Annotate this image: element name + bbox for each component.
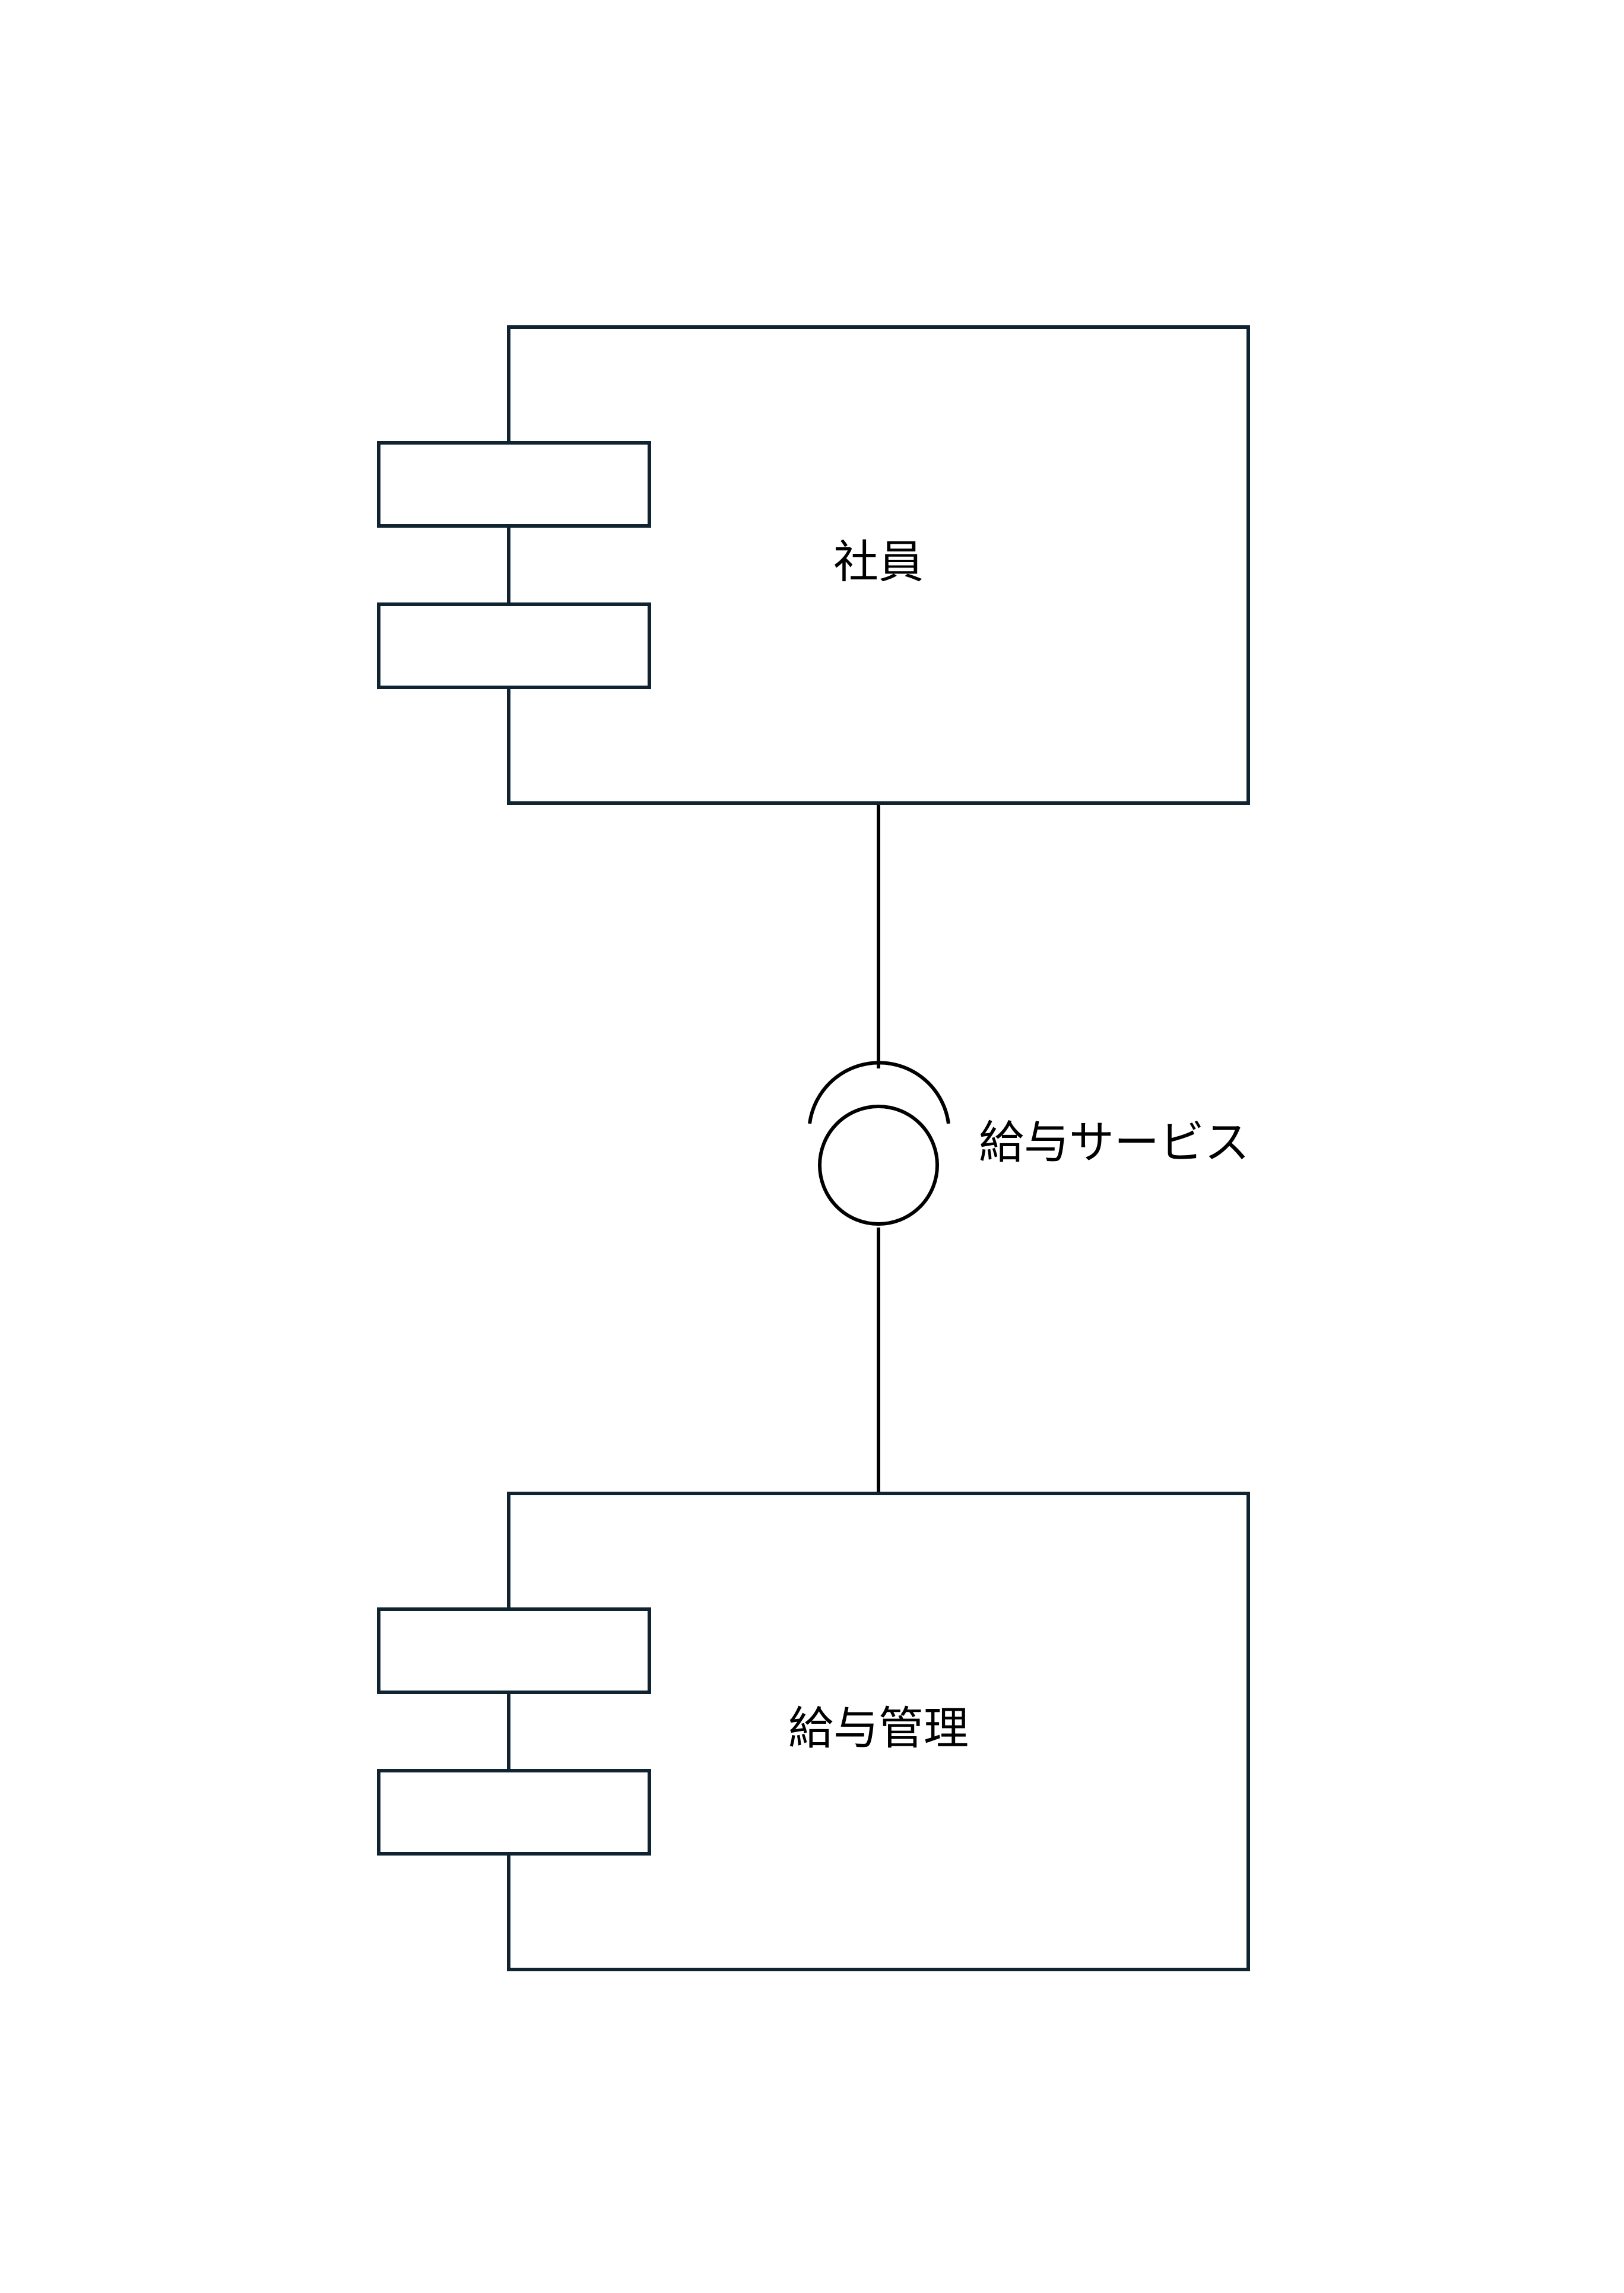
component-port-upper: [377, 441, 651, 528]
interface-payroll-service[interactable]: 給与サービス: [808, 1061, 1249, 1226]
component-port-lower: [377, 1769, 651, 1856]
component-label: 社員: [833, 535, 924, 588]
component-port-upper: [377, 1607, 651, 1694]
socket-arc: [808, 1061, 950, 1124]
component-employee[interactable]: 社員: [377, 325, 1250, 805]
interface-label: 給与サービス: [979, 1116, 1249, 1169]
component-label: 給与管理: [788, 1702, 969, 1755]
component-port-lower: [377, 602, 651, 689]
component-payroll[interactable]: 給与管理: [377, 1492, 1250, 1971]
component-body: [507, 325, 1250, 805]
ball-circle: [818, 1105, 939, 1226]
component-body: [507, 1492, 1250, 1971]
